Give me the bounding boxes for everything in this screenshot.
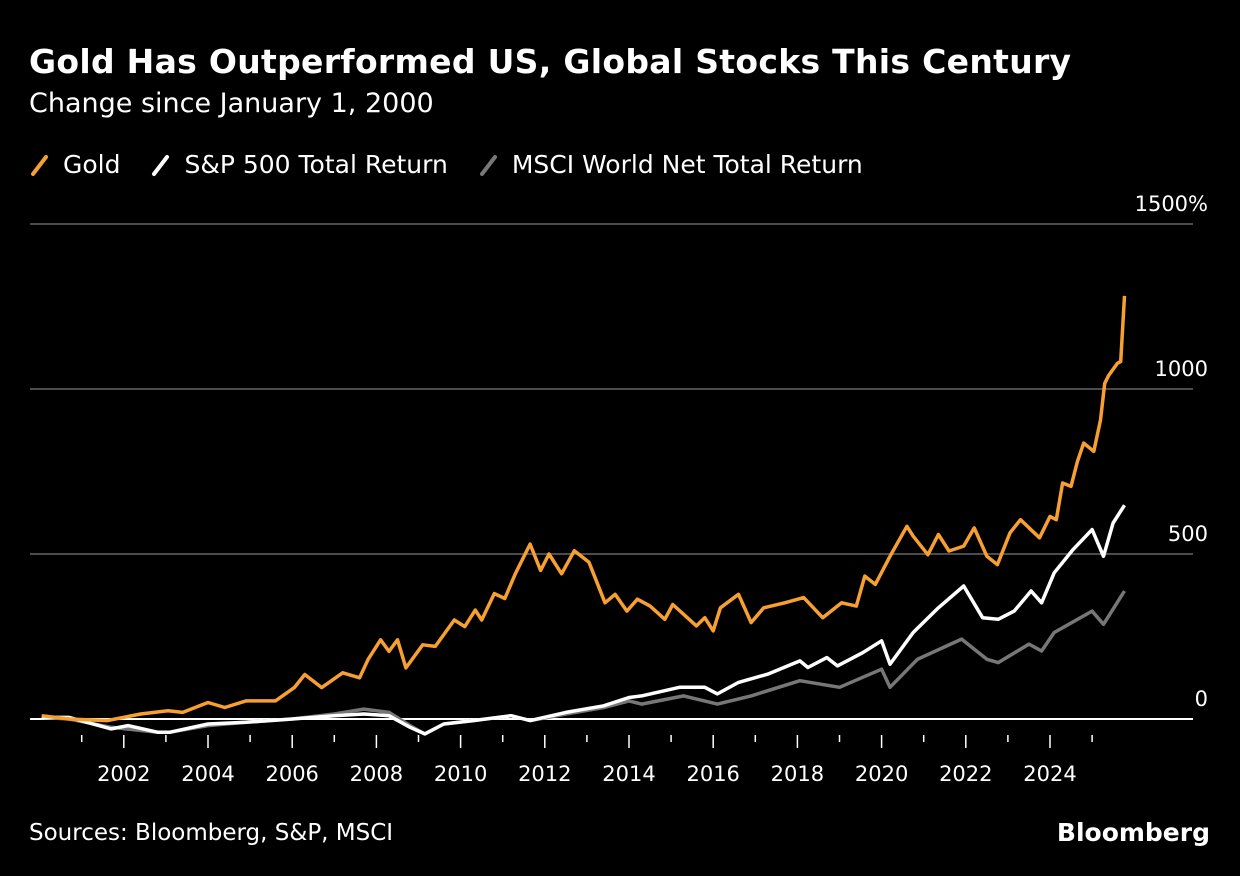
x-tick-label: 2012 — [518, 762, 571, 786]
legend-item-sp500: S&P 500 Total Return — [150, 150, 448, 179]
y-tick-label: 500 — [1168, 522, 1208, 546]
x-tick-label: 2018 — [771, 762, 824, 786]
legend-label-gold: Gold — [63, 150, 121, 179]
series-line-s-p-500-total-return — [41, 504, 1126, 736]
legend-swatch-gold — [31, 154, 48, 176]
x-tick-label: 2020 — [855, 762, 908, 786]
y-tick-label: 1000 — [1155, 357, 1208, 381]
x-tick-label: 2024 — [1023, 762, 1076, 786]
x-tick-label: 2016 — [686, 762, 739, 786]
x-tick-label: 2008 — [350, 762, 403, 786]
y-tick-label: 0 — [1195, 687, 1208, 711]
x-tick-label: 2002 — [97, 762, 150, 786]
x-tick-label: 2022 — [939, 762, 992, 786]
y-tick-label: 1500% — [1135, 192, 1208, 216]
bloomberg-logo: Bloomberg — [1056, 818, 1210, 847]
x-tick-label: 2006 — [265, 762, 318, 786]
source-note: Sources: Bloomberg, S&P, MSCI — [29, 820, 394, 846]
legend-swatch-sp500 — [152, 154, 170, 176]
x-tick-label: 2014 — [602, 762, 655, 786]
x-tick-label: 2010 — [434, 762, 487, 786]
series-line-msci-world-net-total-return — [41, 590, 1126, 736]
chart-title: Gold Has Outperformed US, Global Stocks … — [29, 42, 1072, 81]
chart-subtitle: Change since January 1, 2000 — [29, 88, 434, 119]
legend-item-gold: Gold — [29, 150, 120, 179]
legend-item-msci: MSCI World Net Total Return — [478, 150, 863, 179]
series-line-gold — [41, 295, 1127, 723]
legend-label-msci: MSCI World Net Total Return — [511, 150, 863, 179]
x-tick-label: 2004 — [181, 762, 234, 786]
legend: Gold S&P 500 Total Return MSCI World Net… — [29, 150, 863, 179]
legend-label-sp500: S&P 500 Total Return — [184, 150, 448, 179]
legend-swatch-msci — [479, 154, 497, 176]
